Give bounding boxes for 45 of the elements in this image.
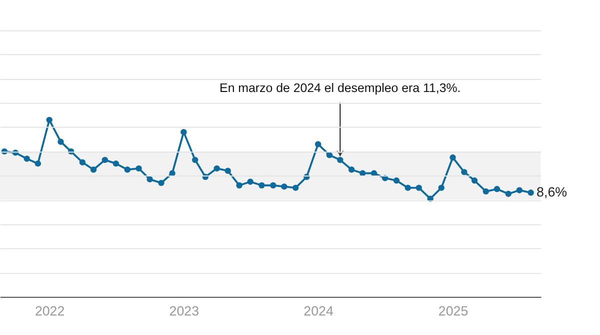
point [450,154,456,161]
point [404,184,411,191]
point [90,166,97,173]
point [337,156,344,164]
x-tick-label: 2025 [438,303,468,318]
point [180,128,187,136]
point [146,176,153,182]
point [258,182,265,188]
point [124,166,130,173]
point [34,160,42,167]
point [348,166,355,173]
point [79,159,86,166]
point [505,190,512,197]
point [281,184,288,190]
point [494,186,500,192]
point [102,156,108,164]
x-tick-label: 2022 [34,303,65,318]
point [438,184,444,191]
point [270,182,276,188]
point [326,152,333,158]
point [471,177,478,184]
point [236,182,242,188]
x-tick-label: 2024 [304,303,334,318]
point [416,184,422,191]
point [461,168,468,176]
point [292,184,299,191]
point [516,187,523,194]
point [46,116,52,124]
annotation: En marzo de 2024 el desempleo era 11,3%. [220,81,461,96]
point [482,188,490,195]
point [393,177,400,184]
point [214,165,220,172]
point [314,141,322,148]
point [247,178,254,185]
point [58,138,64,145]
point [24,156,30,162]
point [370,170,378,176]
point [528,190,534,196]
point [158,180,164,186]
point [192,156,198,164]
x-tick-label: 2023 [169,303,200,318]
data-label: 8,6% [536,184,568,200]
point [136,165,142,172]
point [224,168,231,174]
point [112,160,120,167]
